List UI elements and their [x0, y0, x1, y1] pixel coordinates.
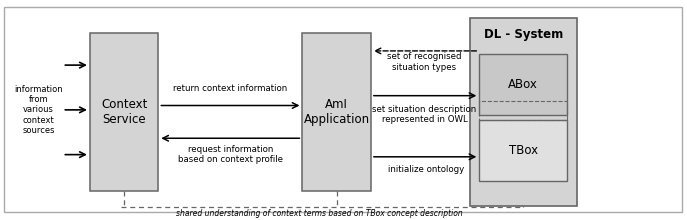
Text: ABox: ABox [508, 78, 538, 91]
Text: AmI
Application: AmI Application [304, 98, 370, 126]
FancyBboxPatch shape [480, 54, 567, 115]
Text: DL - System: DL - System [484, 28, 563, 41]
Text: set of recognised
situation types: set of recognised situation types [387, 52, 462, 72]
Text: information
from
various
context
sources: information from various context sources [14, 84, 63, 135]
Text: set situation description
represented in OWL: set situation description represented in… [372, 104, 477, 124]
Text: initialize ontology: initialize ontology [387, 165, 464, 174]
FancyBboxPatch shape [90, 33, 159, 191]
FancyBboxPatch shape [480, 120, 567, 181]
Text: TBox: TBox [508, 144, 538, 157]
FancyBboxPatch shape [302, 33, 371, 191]
Text: return context information: return context information [173, 84, 287, 93]
FancyBboxPatch shape [471, 18, 576, 206]
FancyBboxPatch shape [4, 7, 682, 213]
Text: shared understanding of context terms based on TBox concept description: shared understanding of context terms ba… [176, 209, 463, 218]
Text: request information
based on context profile: request information based on context pro… [178, 145, 283, 164]
Text: Context
Service: Context Service [101, 98, 147, 126]
